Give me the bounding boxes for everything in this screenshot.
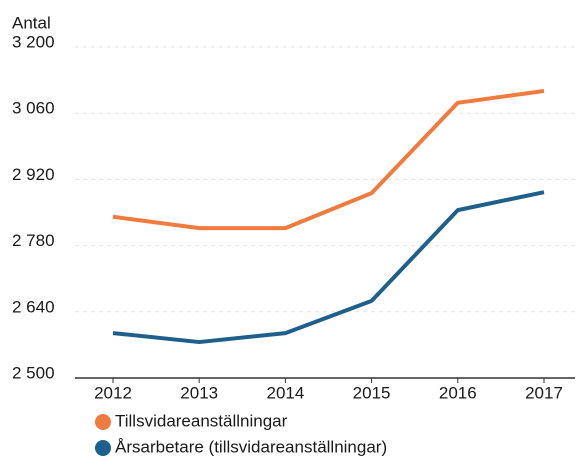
line-series [112,88,545,231]
y-tick-label: 3 200 [12,32,55,51]
x-tick-label: 2013 [180,383,218,402]
x-tick-label: 2017 [525,383,563,402]
x-tick-label: 2016 [439,383,477,402]
x-tick-label: 2014 [266,383,304,402]
y-tick-label: 2 920 [12,165,55,184]
legend-label: Årsarbetare (tillsvidareanställningar) [115,437,387,456]
y-tick-label: 3 060 [12,99,55,118]
legend-marker [95,414,111,430]
legend-marker [95,440,111,456]
y-tick-label: 2 500 [12,363,55,382]
y-tick-label: 2 780 [12,231,55,250]
x-tick-label: 2015 [353,383,391,402]
line-series [112,190,545,345]
y-axis-label: Antal [12,13,51,32]
y-tick-label: 2 640 [12,297,55,316]
x-tick-label: 2012 [94,383,132,402]
legend-label: Tillsvidareanställningar [115,411,288,430]
